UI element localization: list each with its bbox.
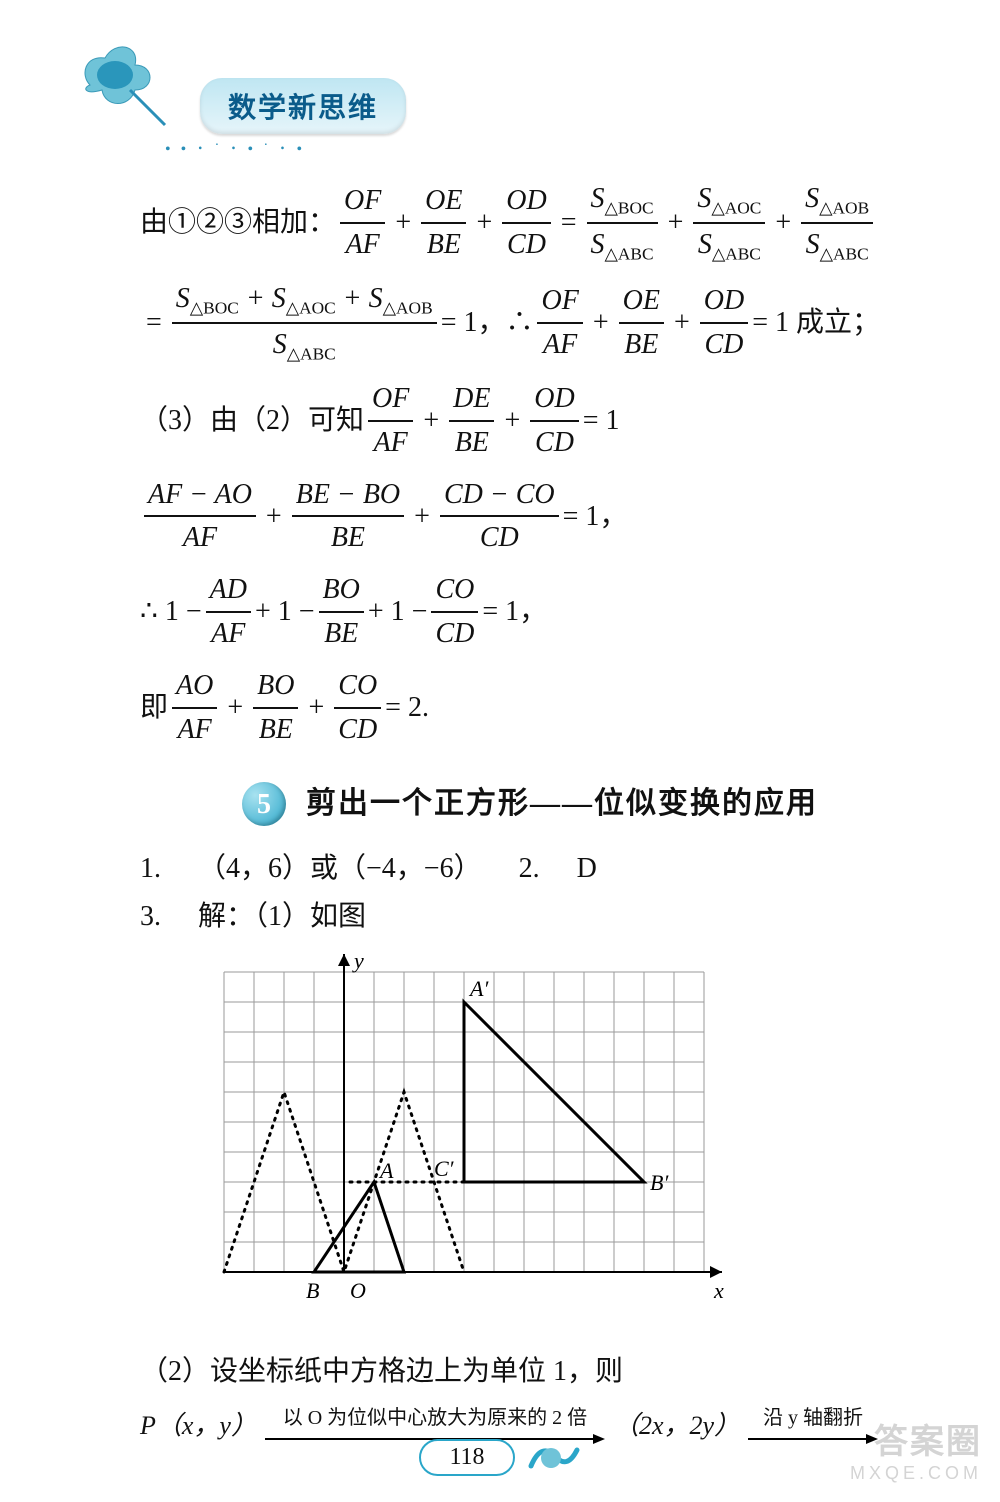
- den: S△ABC: [587, 226, 658, 266]
- frac-SBOC-SABC: S△BOC S△ABC: [587, 180, 658, 266]
- frac-OD-CD: ODCD: [700, 282, 748, 364]
- plus-icon: +: [266, 498, 282, 536]
- header-dots-deco: • • ･ ˙ ･ • ˙ ･ •: [165, 135, 305, 159]
- text: + 1 −: [255, 593, 315, 631]
- coordinate-graph: y x O A B A′ B′ C′: [184, 952, 920, 1333]
- answer-1: （4，6）或（−4，−6）: [198, 853, 482, 884]
- frac-BO-BE: BOBE: [253, 667, 298, 749]
- num: S△BOC: [587, 180, 658, 220]
- math-line-5: ∴ 1 − ADAF + 1 − BOBE + 1 − COCD = 1，: [140, 571, 920, 653]
- header-title-badge: 数学新思维: [200, 78, 406, 134]
- plus-icon: +: [668, 204, 684, 242]
- math-line-2: = S△BOC + S△AOC + S△AOBS△ABC = 1，∴ OFAF …: [140, 280, 920, 366]
- svg-text:O: O: [350, 1278, 366, 1303]
- num: S△AOC: [693, 180, 765, 220]
- text-after-graph-1: （2）设坐标纸中方格边上为单位 1，则: [140, 1353, 920, 1391]
- frac-AFAO-AF: AF − AOAF: [144, 476, 256, 558]
- plus-icon: +: [775, 204, 791, 242]
- svg-text:y: y: [352, 952, 364, 973]
- math-line-4: AF − AOAF + BE − BOBE + CD − COCD = 1，: [140, 476, 920, 558]
- frac-OF-AF: OFAF: [537, 282, 582, 364]
- answer-3: 解：（1）如图: [198, 901, 366, 932]
- section-title: 剪出一个正方形——位似变换的应用: [306, 784, 818, 825]
- frac-OF-AF: OFAF: [340, 182, 385, 264]
- math-line-6: 即 AOAF + BOBE + COCD = 2.: [140, 667, 920, 749]
- svg-text:x: x: [713, 1278, 724, 1303]
- svg-text:B: B: [306, 1278, 319, 1303]
- section-number-badge: 5: [242, 782, 286, 826]
- math-line-3: （3）由（2）可知 OFAF + DEBE + ODCD = 1: [140, 380, 920, 462]
- text: = 1，: [482, 593, 547, 631]
- frac-AO-AF: AOAF: [172, 667, 217, 749]
- svg-text:A′: A′: [468, 976, 489, 1001]
- text: 即: [140, 689, 168, 727]
- frac-OF-AF: OFAF: [368, 380, 413, 462]
- section-header: 5 剪出一个正方形——位似变换的应用: [140, 782, 920, 826]
- arrow-2-label: 沿 y 轴翻折: [763, 1405, 863, 1432]
- text: = 1 成立；: [752, 304, 880, 342]
- den: S△ABC: [802, 226, 873, 266]
- den: S△ABC: [694, 226, 765, 266]
- plus-icon: +: [674, 304, 690, 342]
- text: = 2.: [385, 689, 429, 727]
- text: ∴ 1 −: [140, 593, 202, 631]
- plus-icon: +: [395, 204, 411, 242]
- frac-BEBO-BE: BE − BOBE: [292, 476, 404, 558]
- den: S△ABC: [269, 326, 340, 366]
- frac-OE-BE: OEBE: [619, 282, 664, 364]
- math-line-1: 由①②③相加： OFAF + OEBE + ODCD = S△BOCS△ABC …: [140, 180, 920, 266]
- frac-OE-BE: OEBE: [421, 182, 466, 264]
- watermark-line2: MXQE.COM: [850, 1463, 982, 1484]
- frac-Ssum-SABC: S△BOC + S△AOC + S△AOB S△ABC: [172, 280, 437, 366]
- text: = 1，: [563, 498, 628, 536]
- frac-OD-CD: ODCD: [502, 182, 550, 264]
- frac-AD-AF: ADAF: [206, 571, 251, 653]
- frac-BO-BE: BOBE: [319, 571, 364, 653]
- page-number: 118: [419, 1439, 514, 1476]
- frac-CO-CD: COCD: [334, 667, 381, 749]
- answer-3-label: 3.: [140, 901, 161, 932]
- answers-row-1: 1. （4，6）或（−4，−6） 2. D: [140, 850, 920, 888]
- graph-svg: y x O A B A′ B′ C′: [184, 952, 744, 1322]
- flower-icon: [70, 30, 190, 130]
- frac-SAOC-SABC: S△AOC S△ABC: [693, 180, 765, 266]
- svg-text:A: A: [378, 1158, 394, 1183]
- arrow-1-label: 以 O 为位似中心放大为原来的 2 倍: [283, 1405, 587, 1432]
- watermark-line1: 答案圈: [850, 1414, 982, 1463]
- num: S△BOC + S△AOC + S△AOB: [172, 280, 437, 320]
- frac-SAOB-SABC: S△AOB S△ABC: [801, 180, 873, 266]
- frac-DE-BE: DEBE: [449, 380, 494, 462]
- equals-icon: =: [561, 204, 577, 242]
- plus-icon: +: [423, 402, 439, 440]
- text: 由①②③相加：: [140, 204, 336, 242]
- num: S△AOB: [801, 180, 873, 220]
- plus-icon: +: [414, 498, 430, 536]
- answers-row-2: 3. 解：（1）如图: [140, 898, 920, 936]
- plus-icon: +: [308, 689, 324, 727]
- svg-text:B′: B′: [650, 1170, 669, 1195]
- svg-text:C′: C′: [434, 1156, 455, 1181]
- wave-deco-icon: [527, 1436, 581, 1478]
- page-header: 数学新思维 • • ･ ˙ ･ • ˙ ･ •: [70, 30, 470, 150]
- answer-1-label: 1.: [140, 853, 161, 884]
- main-content: 由①②③相加： OFAF + OEBE + ODCD = S△BOCS△ABC …: [140, 180, 920, 1460]
- plus-icon: +: [504, 402, 520, 440]
- watermark: 答案圈 MXQE.COM: [850, 1414, 982, 1484]
- plus-icon: +: [227, 689, 243, 727]
- answer-2-label: 2.: [519, 853, 540, 884]
- frac-CDCO-CD: CD − COCD: [440, 476, 559, 558]
- plus-icon: +: [476, 204, 492, 242]
- frac-OD-CD: ODCD: [530, 380, 578, 462]
- equals-icon: =: [146, 304, 162, 342]
- text: = 1: [583, 402, 620, 440]
- frac-CO-CD: COCD: [431, 571, 478, 653]
- text: （3）由（2）可知: [140, 402, 364, 440]
- text: = 1，∴: [441, 304, 534, 342]
- text: （2）设坐标纸中方格边上为单位 1，则: [140, 1353, 623, 1391]
- plus-icon: +: [593, 304, 609, 342]
- text: + 1 −: [368, 593, 428, 631]
- answer-2: D: [577, 853, 597, 884]
